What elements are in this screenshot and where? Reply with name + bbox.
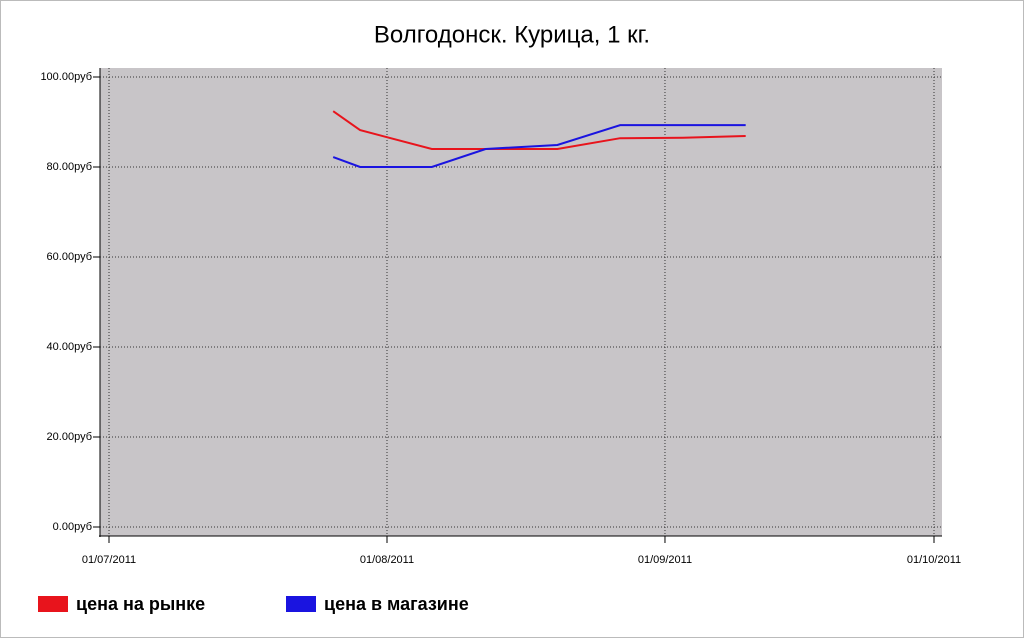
legend-swatch: [38, 596, 68, 612]
y-tick-label: 100.00руб: [40, 71, 92, 83]
x-tick-label: 01/09/2011: [638, 554, 692, 566]
y-tick-label: 40.00руб: [47, 341, 92, 353]
y-tick-label: 20.00руб: [47, 431, 92, 443]
y-tick-label: 60.00руб: [47, 251, 92, 263]
x-tick-label: 01/07/2011: [82, 554, 136, 566]
plot-area: [100, 68, 942, 536]
legend-label: цена в магазине: [324, 594, 469, 614]
legend-swatch: [286, 596, 316, 612]
y-tick-label: 0.00руб: [53, 521, 92, 533]
legend-label: цена на рынке: [76, 594, 205, 614]
y-tick-label: 80.00руб: [47, 161, 92, 173]
x-tick-label: 01/08/2011: [360, 554, 414, 566]
chart-title: Волгодонск. Курица, 1 кг.: [374, 21, 650, 48]
x-tick-label: 01/10/2011: [907, 554, 961, 566]
series-line: [332, 110, 746, 150]
series-line: [332, 124, 746, 168]
